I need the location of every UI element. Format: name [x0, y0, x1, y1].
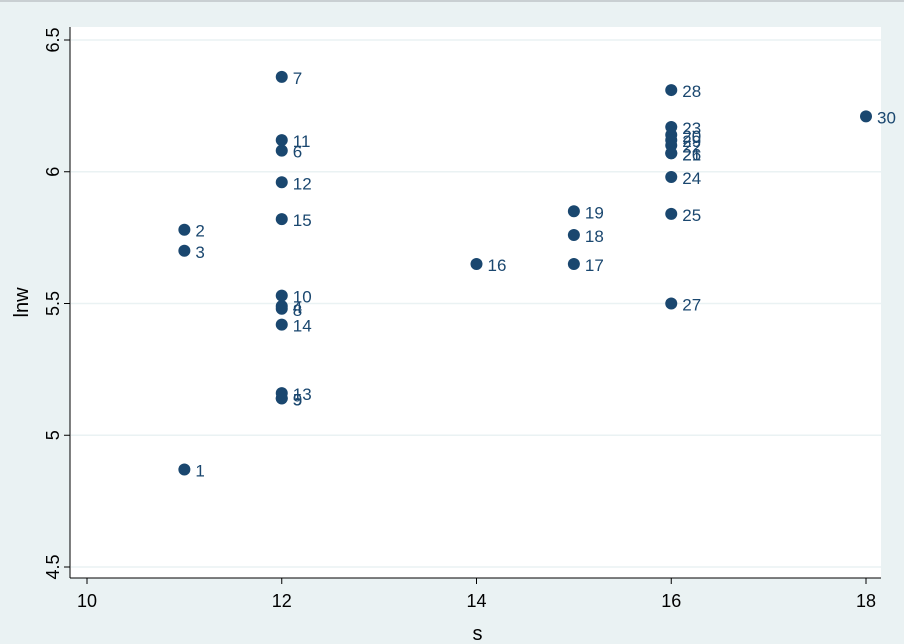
data-point-label: 20	[682, 127, 701, 146]
x-tick-label: 18	[856, 591, 876, 611]
data-point	[275, 213, 288, 226]
data-point-label: 10	[293, 288, 312, 307]
data-point	[275, 176, 288, 189]
data-point-label: 16	[488, 256, 507, 275]
data-point	[275, 70, 288, 83]
y-tick-label: 4.5	[43, 554, 63, 579]
data-point-label: 4	[293, 298, 302, 317]
data-point-label: 8	[293, 301, 302, 320]
data-point	[275, 134, 288, 147]
data-point-label: 6	[293, 143, 302, 162]
data-point-label: 3	[195, 243, 204, 262]
x-tick-label: 10	[77, 591, 97, 611]
x-axis-title: s	[473, 623, 483, 644]
data-point-label: 23	[682, 119, 701, 138]
data-point	[178, 463, 191, 476]
data-point	[567, 205, 580, 218]
data-point	[567, 257, 580, 270]
data-point-label: 21	[682, 145, 701, 164]
data-point	[860, 110, 872, 123]
data-point-label: 5	[293, 390, 302, 409]
data-point-label: 9	[293, 390, 302, 409]
data-point	[665, 84, 678, 97]
data-point	[275, 289, 288, 302]
y-tick-label: 5.5	[43, 291, 63, 316]
data-point-label: 1	[195, 462, 204, 481]
data-point-label: 2	[195, 222, 204, 241]
data-point-label: 17	[585, 256, 604, 275]
y-tick-label: 6	[43, 167, 63, 177]
data-point-label: 14	[293, 317, 312, 336]
data-point	[178, 244, 191, 257]
x-tick-label: 14	[466, 591, 486, 611]
x-tick-label: 12	[272, 591, 292, 611]
data-point-label: 24	[682, 169, 701, 188]
x-axis-ticks: 10 12 14 16 18	[77, 578, 876, 611]
data-point	[665, 207, 678, 220]
data-point-label: 12	[293, 174, 312, 193]
data-point-label: 18	[585, 227, 604, 246]
data-point	[178, 223, 191, 236]
data-point	[275, 387, 288, 400]
data-point	[275, 318, 288, 331]
y-tick-label: 5	[43, 430, 63, 440]
data-point-label: 11	[293, 132, 311, 151]
data-point-label: 27	[682, 296, 701, 315]
window-top-border	[0, 0, 904, 2]
data-point	[665, 147, 678, 160]
data-point	[275, 302, 288, 315]
y-axis-ticks: 4.5 5 5.5 6 6.5	[43, 27, 70, 580]
x-tick-label: 16	[661, 591, 681, 611]
data-point	[665, 134, 678, 147]
data-point	[567, 228, 580, 241]
data-point-label: 30	[877, 108, 896, 127]
y-axis-title: lnw	[11, 287, 33, 318]
plot-area	[70, 27, 881, 578]
data-point-label: 26	[682, 145, 701, 164]
data-point	[470, 257, 483, 270]
gridlines	[71, 39, 881, 568]
data-point-label: 13	[293, 385, 312, 404]
data-point-label: 29	[682, 132, 701, 151]
data-point	[665, 297, 678, 310]
data-point	[665, 120, 678, 133]
data-point-label: 22	[682, 137, 701, 156]
data-point-label: 15	[293, 211, 312, 230]
data-point-label: 19	[585, 203, 604, 222]
data-point-label: 28	[682, 82, 701, 101]
data-point	[275, 144, 288, 157]
data-point-label: 7	[293, 69, 302, 88]
y-tick-label: 6.5	[43, 27, 63, 52]
data-point	[665, 171, 678, 184]
data-point-label: 25	[682, 206, 701, 225]
